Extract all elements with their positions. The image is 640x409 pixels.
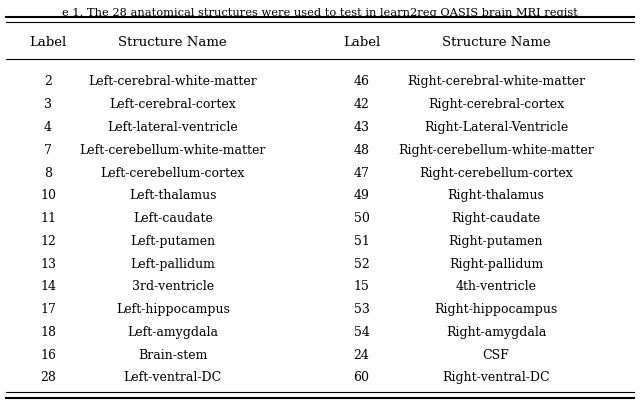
Text: 51: 51 <box>354 234 369 247</box>
Text: 12: 12 <box>40 234 56 247</box>
Text: Right-ventral-DC: Right-ventral-DC <box>442 371 550 384</box>
Text: Left-cerebral-white-matter: Left-cerebral-white-matter <box>88 75 257 88</box>
Text: e 1. The 28 anatomical structures were used to test in learn2reg OASIS brain MRI: e 1. The 28 anatomical structures were u… <box>62 8 578 18</box>
Text: Left-putamen: Left-putamen <box>130 234 216 247</box>
Text: Right-Lateral-Ventricle: Right-Lateral-Ventricle <box>424 121 568 134</box>
Text: 14: 14 <box>40 280 56 293</box>
Text: Left-hippocampus: Left-hippocampus <box>116 302 230 315</box>
Text: Label: Label <box>29 36 67 49</box>
Text: Left-cerebral-cortex: Left-cerebral-cortex <box>109 98 236 111</box>
Text: 17: 17 <box>40 302 56 315</box>
Text: Left-caudate: Left-caudate <box>133 211 212 225</box>
Text: CSF: CSF <box>483 348 509 361</box>
Text: 11: 11 <box>40 211 56 225</box>
Text: Left-amygdala: Left-amygdala <box>127 325 218 338</box>
Text: Right-cerebral-cortex: Right-cerebral-cortex <box>428 98 564 111</box>
Text: 13: 13 <box>40 257 56 270</box>
Text: 52: 52 <box>354 257 369 270</box>
Text: 3rd-ventricle: 3rd-ventricle <box>132 280 214 293</box>
Text: 16: 16 <box>40 348 56 361</box>
Text: 49: 49 <box>354 189 369 202</box>
Text: Right-thalamus: Right-thalamus <box>447 189 545 202</box>
Text: 4: 4 <box>44 121 52 134</box>
Text: Right-pallidum: Right-pallidum <box>449 257 543 270</box>
Text: 50: 50 <box>354 211 369 225</box>
Text: 15: 15 <box>354 280 369 293</box>
Text: Right-cerebral-white-matter: Right-cerebral-white-matter <box>407 75 585 88</box>
Text: Right-amygdala: Right-amygdala <box>446 325 546 338</box>
Text: Left-lateral-ventricle: Left-lateral-ventricle <box>108 121 238 134</box>
Text: Left-cerebellum-white-matter: Left-cerebellum-white-matter <box>79 144 266 156</box>
Text: 2: 2 <box>44 75 52 88</box>
Text: 48: 48 <box>353 144 370 156</box>
Text: Left-pallidum: Left-pallidum <box>131 257 215 270</box>
Text: Left-cerebellum-cortex: Left-cerebellum-cortex <box>100 166 245 179</box>
Text: Right-caudate: Right-caudate <box>451 211 541 225</box>
Text: Right-cerebellum-white-matter: Right-cerebellum-white-matter <box>398 144 594 156</box>
Text: 43: 43 <box>353 121 370 134</box>
Text: Right-cerebellum-cortex: Right-cerebellum-cortex <box>419 166 573 179</box>
Text: 47: 47 <box>354 166 369 179</box>
Text: 4th-ventricle: 4th-ventricle <box>456 280 536 293</box>
Text: Right-hippocampus: Right-hippocampus <box>435 302 557 315</box>
Text: 24: 24 <box>354 348 369 361</box>
Text: 7: 7 <box>44 144 52 156</box>
Text: 53: 53 <box>354 302 369 315</box>
Text: 54: 54 <box>354 325 369 338</box>
Text: Structure Name: Structure Name <box>118 36 227 49</box>
Text: 60: 60 <box>353 371 370 384</box>
Text: 42: 42 <box>354 98 369 111</box>
Text: Right-putamen: Right-putamen <box>449 234 543 247</box>
Text: Left-thalamus: Left-thalamus <box>129 189 216 202</box>
Text: 3: 3 <box>44 98 52 111</box>
Text: Left-ventral-DC: Left-ventral-DC <box>124 371 222 384</box>
Text: 46: 46 <box>353 75 370 88</box>
Text: 18: 18 <box>40 325 56 338</box>
Text: Label: Label <box>343 36 380 49</box>
Text: 10: 10 <box>40 189 56 202</box>
Text: 28: 28 <box>40 371 56 384</box>
Text: Brain-stem: Brain-stem <box>138 348 207 361</box>
Text: Structure Name: Structure Name <box>442 36 550 49</box>
Text: 8: 8 <box>44 166 52 179</box>
